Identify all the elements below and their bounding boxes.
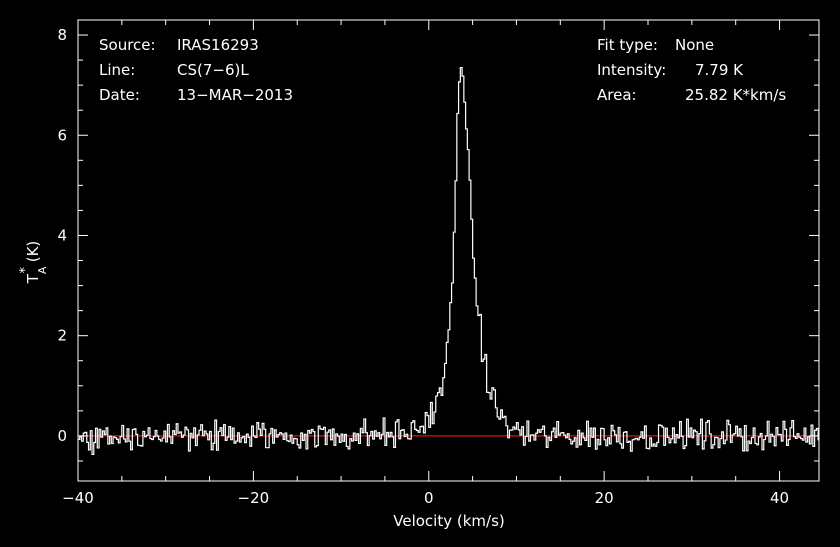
x-tick-label: 0 [424,489,434,507]
line-label: Line: [99,61,135,79]
y-axis-label-unit: (K) [24,241,42,267]
y-tick-label: 2 [57,327,67,345]
date-label: Date: [99,86,140,104]
info-right: Fit type: None Intensity: 7.79 K Area: 2… [597,36,786,104]
line-value: CS(7−6)L [177,61,249,79]
info-left: Source: IRAS16293 Line: CS(7−6)L Date: 1… [99,36,293,104]
x-tick-label: 20 [595,489,614,507]
x-tick-label: 40 [770,489,789,507]
intensity-label: Intensity: [597,61,666,79]
y-tick-label: 8 [57,26,67,44]
y-tick-label: 6 [57,126,67,144]
y-axis-label-main: T [24,273,42,284]
spectrum-series-group [78,66,819,456]
spectrum-line [78,66,819,456]
x-axis-label: Velocity (km/s) [393,512,504,530]
source-value: IRAS16293 [177,36,259,54]
intensity-value: 7.79 K [695,61,744,79]
tick-labels-group: −40 −20 0 20 40 0 2 4 6 8 [57,26,789,507]
y-axis-label: TA* (K) [18,241,49,285]
area-value: 25.82 K*km/s [685,86,786,104]
y-axis-label-sub: A [36,266,49,274]
x-tick-label: −40 [62,489,94,507]
plot-frame [77,19,820,482]
y-tick-label: 0 [57,427,67,445]
x-tick-label: −20 [238,489,270,507]
fit-type-label: Fit type: [597,36,658,54]
axis-ticks-group [77,20,819,481]
fit-type-value: None [675,36,714,54]
y-tick-label: 4 [57,226,67,244]
source-label: Source: [99,36,156,54]
date-value: 13−MAR−2013 [177,86,293,104]
y-axis-label-sup: * [18,267,33,274]
area-label: Area: [597,86,637,104]
